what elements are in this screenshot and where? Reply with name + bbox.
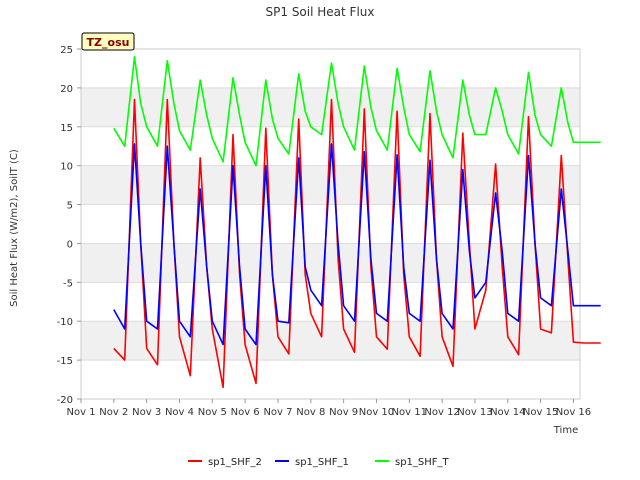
legend-label: sp1_SHF_T [395, 457, 450, 468]
x-tick-label: Nov 12 [424, 407, 459, 418]
series-line-sp1_SHF_T [113, 55, 601, 167]
legend-label: sp1_SHF_1 [295, 457, 349, 468]
legend-label: sp1_SHF_2 [208, 457, 262, 468]
y-tick-label: -10 [57, 317, 73, 328]
y-tick-label: 20 [60, 84, 73, 95]
x-tick-label: Nov 11 [392, 407, 427, 418]
y-tick-label: -20 [57, 395, 73, 406]
x-tick-label: Nov 14 [490, 407, 525, 418]
y-tick-label: 25 [60, 45, 73, 56]
legend: sp1_SHF_2 sp1_SHF_1 sp1_SHF_T [188, 457, 450, 468]
x-tick-label: Nov 8 [296, 407, 325, 418]
tz-annotation-label: TZ_osu [87, 36, 130, 49]
grid-band [81, 243, 580, 283]
x-tick-label: Nov 1 [66, 407, 95, 418]
x-tick-label: Nov 9 [329, 407, 358, 418]
x-tick-label: Nov 13 [457, 407, 492, 418]
x-axis-title: Time [553, 425, 578, 436]
x-tick-label: Nov 7 [263, 407, 292, 418]
tz-annotation: TZ_osu [81, 32, 135, 51]
grid-band [81, 204, 580, 244]
x-tick-label: Nov 6 [231, 407, 260, 418]
x-tick-label: Nov 4 [165, 407, 194, 418]
y-tick-label: -15 [57, 356, 73, 367]
plot-bands [81, 48, 580, 400]
series-line-sp1_SHF_1 [113, 143, 601, 346]
tz-annotation-box [81, 32, 135, 51]
y-tick-label: -5 [63, 278, 73, 289]
series-lines [113, 55, 601, 389]
grid-band [81, 321, 580, 361]
grid-band [81, 282, 580, 322]
x-tick-label: Nov 15 [523, 407, 558, 418]
x-tick-label: Nov 5 [198, 407, 227, 418]
chart-title: SP1 Soil Heat Flux [266, 5, 375, 19]
y-tick-label: 15 [60, 123, 73, 134]
y-axis-title: Soil Heat Flux (W/m2), SoilT (C) [9, 149, 20, 307]
x-tick-label: Nov 10 [359, 407, 394, 418]
plot-frame [80, 48, 581, 400]
y-tick-label: 10 [60, 162, 73, 173]
y-tick-label: 5 [67, 201, 73, 212]
x-tick-label: Nov 2 [99, 407, 128, 418]
grid-band [81, 360, 580, 399]
x-tick-label: Nov 3 [132, 407, 161, 418]
x-axis: Nov 1 Nov 2 Nov 3 Nov 4 Nov 5 Nov 6 Nov 7 Nov 8… [66, 399, 591, 418]
y-axis: -20 -15 -10 -5 0 5 10 15 20 25 [57, 45, 81, 406]
y-tick-label: 0 [67, 239, 73, 250]
x-tick-label: Nov 16 [556, 407, 591, 418]
